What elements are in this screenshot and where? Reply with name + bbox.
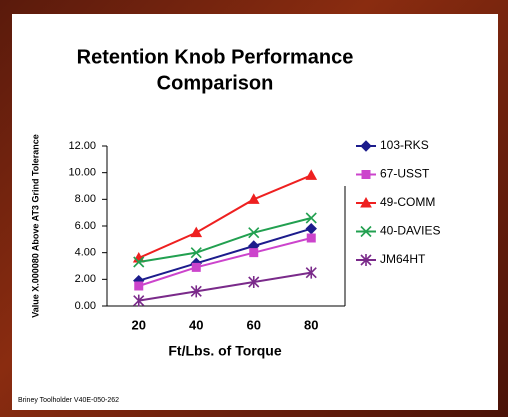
y-axis-label: Value X.000080 Above AT3 Grind Tolerance [30,134,40,318]
chart-subtitle: Comparison [157,72,274,94]
legend-marker [360,196,372,208]
series-line [138,271,312,302]
data-point [247,193,260,204]
y-tick-label: 6.00 [75,220,96,232]
x-tick-label: 20 [132,317,146,332]
data-point [248,227,260,239]
legend-label: 103-RKS [380,138,429,152]
data-point [190,226,203,238]
data-point [190,285,202,298]
x-tick-label: 80 [304,317,318,332]
legend-label: 49-COMM [380,195,435,209]
y-tick-label: 2.00 [75,273,96,285]
x-axis-label: Ft/Lbs. of Torque [168,343,281,359]
data-point [305,266,317,279]
data-point [305,169,318,180]
panel [12,14,498,410]
data-point [249,248,259,258]
legend-label: JM64HT [380,252,426,266]
series-line [138,227,312,282]
data-point [190,247,202,259]
legend-label: 67-USST [380,167,430,181]
data-point [134,281,144,291]
series-line [138,174,312,259]
y-tick-label: 4.00 [75,247,96,259]
legend-label: 40-DAVIES [380,224,440,238]
data-point [248,276,260,288]
legend-marker [360,140,372,152]
data-point [133,294,145,307]
legend-marker [360,254,372,266]
x-tick-label: 40 [189,317,203,332]
y-tick-label: 12.00 [68,140,96,152]
chart-title: Retention Knob Performance [77,46,354,68]
y-tick-label: 8.00 [75,193,96,205]
legend-marker [361,170,371,179]
x-tick-label: 60 [247,317,261,332]
data-point [305,212,317,224]
data-point [306,233,316,243]
legend-marker [360,225,372,238]
series-line [138,237,312,287]
data-point [133,256,145,268]
y-tick-label: 10.00 [68,167,96,179]
series-line [138,217,312,263]
data-point [191,262,201,272]
y-tick-label: 0.00 [75,300,96,312]
footer: Briney Toolholder V40E-050-262 [18,397,119,404]
